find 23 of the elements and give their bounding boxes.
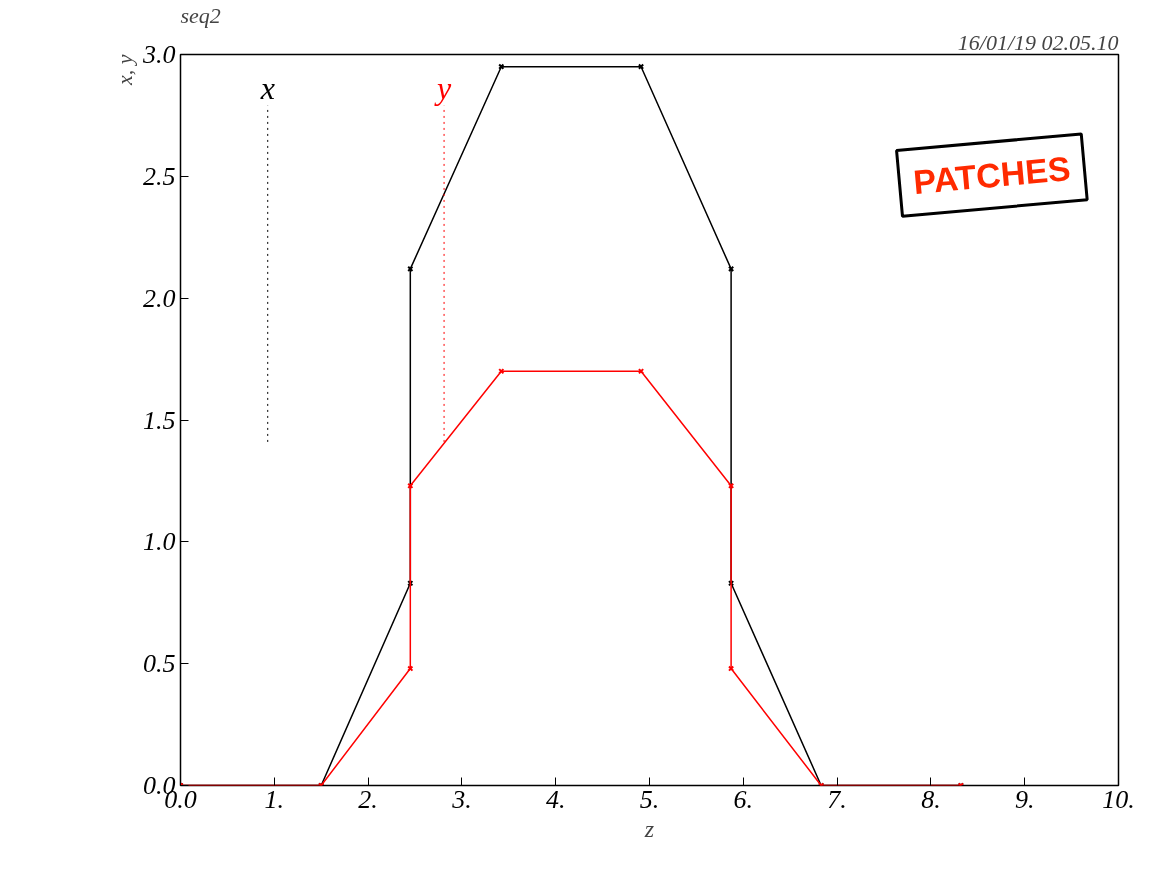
annotation: PATCHES: [911, 149, 1072, 202]
y-axis-title: x, y: [111, 54, 137, 87]
x-tick-label: 2.: [358, 784, 378, 814]
y-tick-label: 1.0: [143, 527, 176, 557]
chart-subtitle: 16/01/19 02.05.10: [957, 29, 1119, 55]
y-tick-label: 0.5: [143, 649, 176, 679]
y-tick-label: 2.0: [143, 283, 176, 313]
chart-title: seq2: [180, 2, 221, 28]
x-tick-label: 3.: [451, 784, 472, 814]
x-tick-label: 5.: [639, 784, 660, 814]
y-tick-label: 1.5: [143, 405, 176, 435]
x-tick-label: 6.: [733, 784, 754, 814]
text: x: [259, 69, 275, 106]
x-axis-title: z: [643, 815, 655, 842]
x-tick-label: 1.: [264, 784, 285, 814]
y-tick-label: 2.5: [143, 161, 176, 191]
x-tick-label: 8.: [921, 784, 941, 814]
text: y: [433, 69, 452, 106]
x-tick-label: 7.: [827, 784, 847, 814]
y-tick-label: 3.0: [142, 40, 176, 69]
x-tick-label: 4.: [545, 784, 566, 814]
x-tick-label: 10.: [1102, 784, 1135, 814]
x-tick-label: 9.: [1014, 784, 1035, 814]
